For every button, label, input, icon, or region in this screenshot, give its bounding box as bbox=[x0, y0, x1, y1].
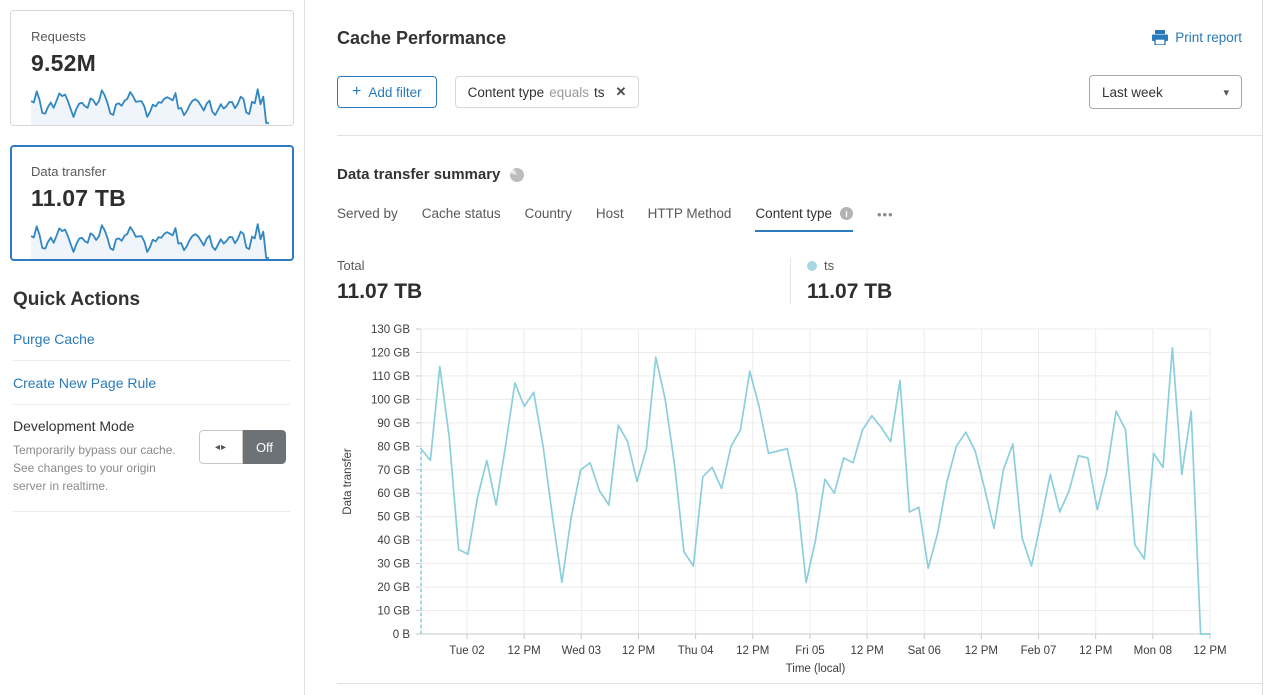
data-transfer-chart[interactable]: 0 B 10 GB 20 GB 30 GB 40 GB 50 GB 60 GB 70 GB 80… bbox=[337, 316, 1242, 681]
svg-text:Mon 08: Mon 08 bbox=[1134, 645, 1172, 657]
svg-text:12 PM: 12 PM bbox=[736, 645, 769, 657]
svg-text:0 B: 0 B bbox=[393, 629, 411, 641]
svg-text:50 GB: 50 GB bbox=[377, 512, 410, 524]
time-range-select[interactable]: Last week ▾ bbox=[1089, 75, 1242, 109]
svg-text:Feb 07: Feb 07 bbox=[1021, 645, 1057, 657]
filter-field: Content type bbox=[467, 84, 545, 100]
filter-value: ts bbox=[593, 84, 605, 100]
svg-text:Tue 02: Tue 02 bbox=[449, 645, 484, 657]
svg-text:Data transfer: Data transfer bbox=[342, 448, 354, 515]
quick-actions-title: Quick Actions bbox=[13, 289, 141, 310]
analytics-sidebar: Requests 9.52M Data transfer 11.07 TB Qu… bbox=[0, 0, 305, 695]
tab-content-type[interactable]: Content type i bbox=[755, 206, 853, 232]
requests-metric-card[interactable]: Requests 9.52M bbox=[10, 10, 294, 126]
development-mode-toggle[interactable]: ◂▸ Off bbox=[199, 430, 286, 464]
svg-text:Wed 03: Wed 03 bbox=[562, 645, 601, 657]
svg-text:12 PM: 12 PM bbox=[850, 645, 883, 657]
filter-chip[interactable]: Content type equals ts ✕ bbox=[454, 76, 640, 108]
svg-text:12 PM: 12 PM bbox=[1193, 645, 1226, 657]
data-transfer-metric-card[interactable]: Data transfer 11.07 TB bbox=[10, 145, 294, 261]
page-title: Cache Performance bbox=[337, 28, 507, 48]
svg-text:120 GB: 120 GB bbox=[371, 347, 410, 359]
requests-card-value: 9.52M bbox=[31, 50, 96, 76]
svg-text:130 GB: 130 GB bbox=[371, 324, 410, 336]
series-legend-dot bbox=[807, 260, 817, 271]
add-filter-label: Add filter bbox=[368, 84, 422, 100]
plus-icon: + bbox=[352, 83, 362, 100]
more-tabs-icon[interactable]: ••• bbox=[877, 207, 894, 222]
development-mode-description: Temporarily bypass our cache. See change… bbox=[13, 443, 176, 493]
tab-country[interactable]: Country bbox=[524, 206, 572, 221]
create-page-rule-link[interactable]: Create New Page Rule bbox=[13, 361, 290, 405]
stats-divider bbox=[790, 258, 791, 304]
svg-text:Fri 05: Fri 05 bbox=[795, 645, 824, 657]
tab-served-by[interactable]: Served by bbox=[337, 206, 398, 221]
dimension-tabs: Served by Cache status Country Host HTTP… bbox=[337, 206, 1242, 232]
svg-text:100 GB: 100 GB bbox=[371, 394, 410, 406]
tab-host[interactable]: Host bbox=[595, 206, 624, 221]
svg-text:10 GB: 10 GB bbox=[377, 606, 410, 618]
svg-text:80 GB: 80 GB bbox=[377, 441, 410, 453]
add-filter-button[interactable]: + Add filter bbox=[337, 76, 437, 108]
svg-text:Thu 04: Thu 04 bbox=[678, 645, 714, 657]
svg-text:12 PM: 12 PM bbox=[508, 645, 541, 657]
remove-filter-icon[interactable]: ✕ bbox=[615, 84, 627, 99]
svg-text:12 PM: 12 PM bbox=[622, 645, 655, 657]
series-legend-value: 11.07 TB bbox=[807, 280, 893, 303]
info-icon[interactable]: i bbox=[840, 207, 853, 220]
print-report-label: Print report bbox=[1175, 30, 1242, 45]
data-transfer-card-value: 11.07 TB bbox=[31, 185, 126, 211]
toggle-state-label: Off bbox=[243, 430, 286, 464]
svg-text:40 GB: 40 GB bbox=[377, 535, 410, 547]
data-transfer-summary-section: Data transfer summary Served by Cache st… bbox=[337, 136, 1242, 681]
svg-text:60 GB: 60 GB bbox=[377, 488, 410, 500]
requests-card-label: Requests bbox=[31, 29, 86, 44]
print-report-link[interactable]: Print report bbox=[1152, 28, 1242, 45]
summary-stats: Total 11.07 TB ts 11.07 TB bbox=[337, 258, 1242, 304]
svg-text:12 PM: 12 PM bbox=[1079, 645, 1112, 657]
filter-operator: equals bbox=[549, 84, 589, 100]
development-mode-row: Development Mode Temporarily bypass our … bbox=[13, 405, 290, 512]
series-legend-name: ts bbox=[824, 258, 835, 273]
section-divider bbox=[337, 683, 1262, 684]
toggle-arrows-icon: ◂▸ bbox=[199, 430, 243, 464]
total-value: 11.07 TB bbox=[337, 280, 423, 303]
header-divider bbox=[337, 135, 1262, 136]
time-range-value: Last week bbox=[1102, 84, 1163, 100]
data-transfer-sparkline bbox=[31, 223, 269, 260]
svg-text:110 GB: 110 GB bbox=[372, 371, 410, 383]
data-transfer-card-label: Data transfer bbox=[31, 164, 107, 179]
svg-text:90 GB: 90 GB bbox=[377, 418, 410, 430]
summary-title: Data transfer summary bbox=[337, 166, 501, 183]
svg-text:Time (local): Time (local) bbox=[786, 663, 846, 675]
total-label: Total bbox=[337, 258, 365, 273]
svg-text:12 PM: 12 PM bbox=[965, 645, 998, 657]
main-content: Cache Performance Print report + Add fil… bbox=[305, 0, 1285, 695]
purge-cache-link[interactable]: Purge Cache bbox=[13, 317, 290, 361]
svg-text:30 GB: 30 GB bbox=[377, 559, 410, 571]
svg-text:70 GB: 70 GB bbox=[377, 465, 410, 477]
tab-cache-status[interactable]: Cache status bbox=[421, 206, 501, 221]
chevron-down-icon: ▾ bbox=[1223, 86, 1229, 99]
development-mode-title: Development Mode bbox=[13, 418, 135, 434]
requests-sparkline bbox=[31, 88, 269, 125]
tab-http-method[interactable]: HTTP Method bbox=[647, 206, 732, 221]
pie-chart-icon bbox=[510, 167, 525, 182]
svg-text:Sat 06: Sat 06 bbox=[908, 645, 941, 657]
quick-actions-section: Quick Actions Purge Cache Create New Pag… bbox=[10, 289, 294, 512]
data-transfer-chart-svg[interactable]: 0 B 10 GB 20 GB 30 GB 40 GB 50 GB 60 GB 70 GB 80… bbox=[337, 316, 1242, 676]
printer-icon bbox=[1152, 30, 1169, 45]
svg-text:20 GB: 20 GB bbox=[377, 582, 410, 594]
